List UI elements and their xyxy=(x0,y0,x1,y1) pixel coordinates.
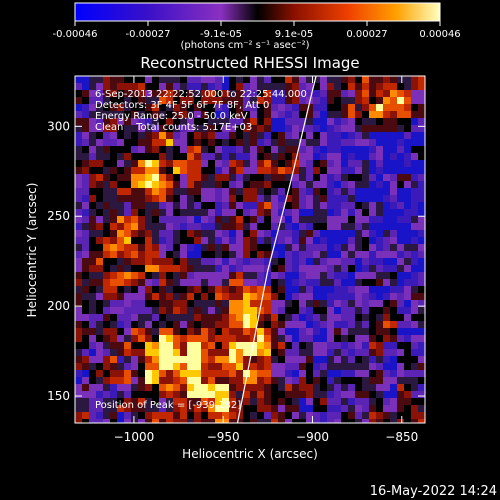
y-tick-label: 250 xyxy=(47,209,70,223)
x-tick-label: −1000 xyxy=(114,430,155,444)
colorbar-tick-label: 0.00027 xyxy=(346,29,387,40)
colorbar-tick-label: 9.1e-05 xyxy=(275,29,313,40)
info-line-time: 6-Sep-2013 22:22:52.000 to 22:25:44.000 xyxy=(95,89,307,100)
footer-timestamp: 16-May-2022 14:24 xyxy=(370,484,497,499)
info-line-counts: Clean Total counts: 5.17E+03 xyxy=(95,122,252,133)
axes: −1000 −950 −900 −850 150 200 250 300 xyxy=(47,76,425,444)
colorbar-tick-label: -0.00027 xyxy=(126,29,171,40)
y-tick-label: 150 xyxy=(47,389,70,403)
colorbar: -0.00046 -0.00027 -9.1e-05 9.1e-05 0.00027 0.… xyxy=(53,2,461,51)
peak-position-label: Position of Peak = [-939,182] xyxy=(95,400,241,411)
info-line-detectors: Detectors: 3F 4F 5F 6F 7F 8F, Att 0 xyxy=(95,100,269,111)
colorbar-tick-label: -9.1e-05 xyxy=(200,29,242,40)
solar-limb-line xyxy=(236,76,317,423)
y-axis-label: Heliocentric Y (arcsec) xyxy=(25,183,39,318)
info-line-energy: Energy Range: 25.0 - 50.0 keV xyxy=(95,111,248,122)
colorbar-tick-label: 0.00046 xyxy=(419,29,460,40)
colorbar-gradient xyxy=(74,2,441,22)
colorbar-tick-label: -0.00046 xyxy=(53,29,98,40)
plot-frame xyxy=(74,75,426,424)
x-tick-label: −950 xyxy=(207,430,240,444)
heatmap xyxy=(75,76,425,423)
x-axis-label: Heliocentric X (arcsec) xyxy=(182,447,318,461)
y-tick-label: 200 xyxy=(47,299,70,313)
x-tick-label: −850 xyxy=(385,430,418,444)
x-tick-label: −900 xyxy=(296,430,329,444)
chart-title: Reconstructed RHESSI Image xyxy=(140,54,359,72)
info-text: 6-Sep-2013 22:22:52.000 to 22:25:44.000 … xyxy=(95,89,307,411)
colorbar-unit-label: (photons cm⁻² s⁻¹ asec⁻²) xyxy=(180,40,309,51)
y-tick-label: 300 xyxy=(47,119,70,133)
